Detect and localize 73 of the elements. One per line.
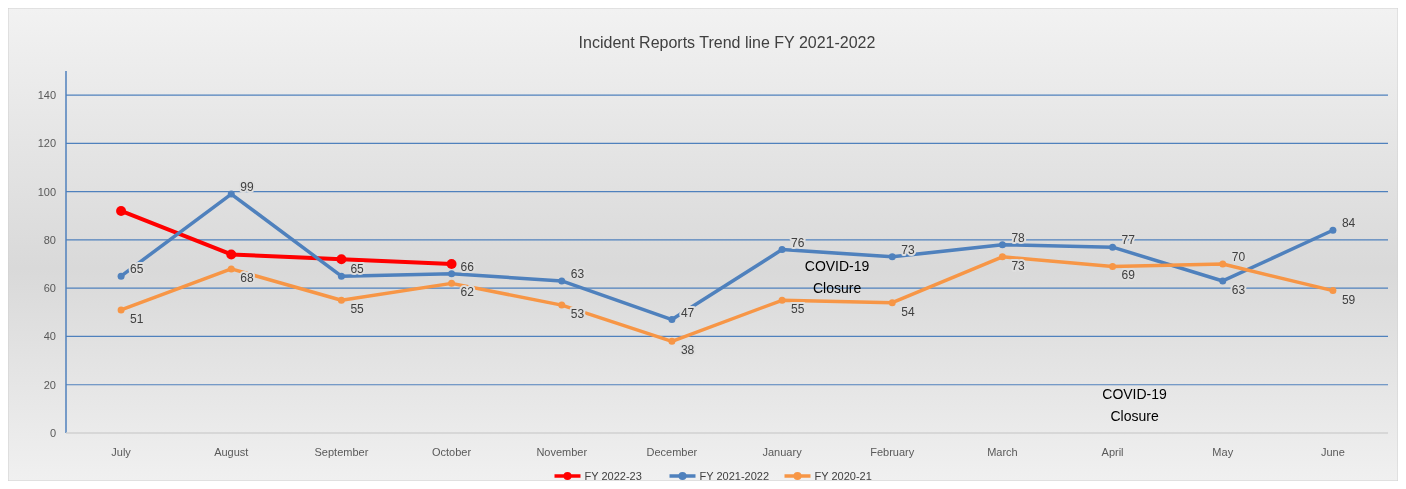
point [1109,243,1117,251]
point [448,279,456,287]
point [446,259,457,270]
y-tick-label: 60 [43,282,56,295]
chart-title: Incident Reports Trend line FY 2021-2022 [578,34,876,51]
point [1219,260,1227,268]
legend-label: FY 2021-2022 [699,470,770,482]
point [226,249,237,260]
point [668,337,676,345]
y-tick-label: 140 [37,89,56,102]
x-tick-label: April [1101,446,1124,458]
data-label: 99 [240,180,254,195]
data-label: 65 [350,262,365,277]
legend-label: FY 2022-23 [584,470,642,482]
point [337,296,345,304]
x-tick-label: March [987,446,1018,458]
data-label: 51 [130,311,144,326]
annotation: COVID-19 Closure [804,258,870,297]
point [998,253,1006,261]
legend-label: FY 2020-21 [814,470,872,482]
data-label: 73 [1011,258,1026,273]
data-label: 55 [791,302,805,317]
point [668,316,676,324]
y-tick-label: 80 [43,233,56,246]
x-tick-label: January [762,446,803,458]
data-label: 66 [460,259,475,274]
point [227,265,235,273]
point [888,299,896,307]
x-tick-label: May [1212,446,1234,458]
point [888,253,896,261]
x-tick-label: November [536,446,588,458]
x-tick-label: June [1320,446,1345,458]
point [1109,262,1117,270]
data-label: 76 [791,235,805,250]
data-label: 38 [680,343,695,358]
point [778,296,786,304]
data-label: 54 [901,304,915,319]
data-label: 84 [1341,216,1356,231]
x-tick-label: July [111,446,132,458]
y-tick-label: 100 [37,185,56,198]
y-tick-label: 40 [43,330,56,343]
x-tick-label: August [214,446,249,458]
data-label: 62 [460,285,475,300]
annotation: COVID-19 Closure [1102,386,1168,425]
point [337,272,345,280]
point [1219,277,1227,285]
data-label: 65 [130,262,144,277]
y-tick-label: 120 [37,137,56,150]
data-label: 70 [1231,250,1246,265]
x-tick-label: December [646,446,698,458]
point [558,301,566,309]
data-label: 73 [901,242,915,257]
x-tick-label: September [314,446,369,458]
point [117,306,125,314]
point [227,190,235,198]
x-tick-label: October [432,446,472,458]
point [448,270,456,278]
point [336,254,347,265]
data-label: 55 [350,302,365,317]
point [778,246,786,254]
point [1329,226,1337,234]
data-label: 59 [1341,292,1356,307]
point [116,205,127,216]
data-label: 63 [570,266,585,281]
point [998,241,1006,249]
data-label: 69 [1121,268,1136,283]
x-tick-label: February [870,446,915,458]
point [1329,287,1337,295]
data-label: 68 [240,270,254,285]
y-tick-label: 0 [49,427,56,439]
point [117,272,125,280]
point [558,277,566,285]
y-tick-label: 20 [43,378,56,391]
